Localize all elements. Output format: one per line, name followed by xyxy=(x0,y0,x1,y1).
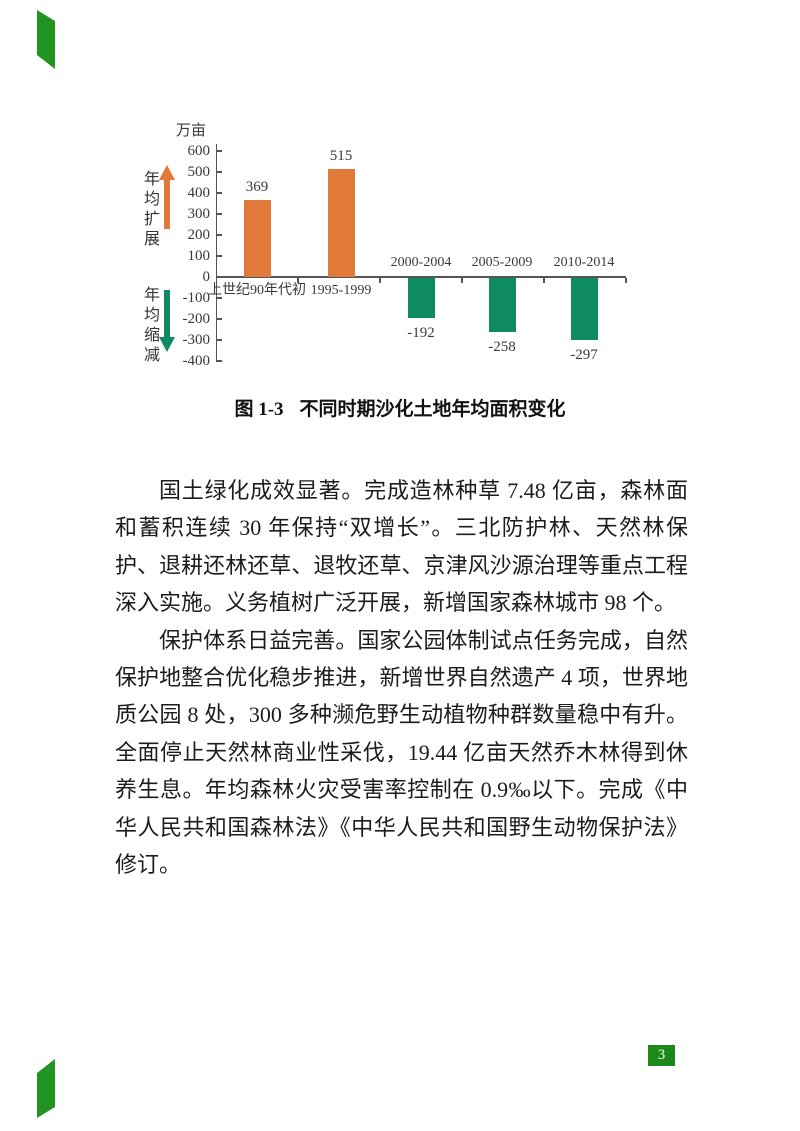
y-tick-label: -300 xyxy=(182,332,211,348)
y-tick-label: 200 xyxy=(187,227,211,243)
body-text-line: 保护地整合优化稳步推进，新增世界自然遗产 4 项，世界地 xyxy=(115,664,688,690)
bar-value-label: 515 xyxy=(329,147,353,164)
category-label: 1995-1999 xyxy=(310,283,372,298)
body-text-line: 修订。 xyxy=(115,851,182,877)
figure-caption-label: 图 1-3 xyxy=(234,399,284,420)
y-tick-label: -400 xyxy=(182,353,211,369)
body-text-line: 深入实施。义务植树广泛开展，新增国家森林城市 98 个。 xyxy=(115,590,677,616)
category-label: 上世纪90年代初 xyxy=(208,283,306,298)
y-tick xyxy=(217,255,222,257)
bar-chart: 万亩 年均扩展 年均缩减 600 500 400 300 200 100 0 -100 -200… xyxy=(0,0,800,440)
bar-positive xyxy=(243,199,271,277)
body-text-line: 国土绿化成效显著。完成造林种草 7.48 亿亩，森林面积 xyxy=(159,478,688,503)
body-text-line: 保护体系日益完善。国家公园体制试点任务完成，自然 xyxy=(159,627,688,653)
up-arrow-icon xyxy=(159,165,175,229)
y-axis-unit-label: 万亩 xyxy=(175,123,206,139)
bar-value-label: -258 xyxy=(488,339,516,356)
y-tick-label: 0 xyxy=(202,269,211,285)
bar-value-label: -192 xyxy=(407,325,435,342)
y-tick-label: 500 xyxy=(187,164,211,180)
bar-negative xyxy=(407,278,435,319)
category-label: 2010-2014 xyxy=(553,255,615,270)
annotation-shrink-label: 年均缩减 xyxy=(141,286,158,366)
y-tick-label: 600 xyxy=(187,143,211,159)
y-tick-label: 300 xyxy=(187,206,211,222)
body-text-line: 和蓄积连续 30 年保持“双增长”。三北防护林、天然林保 xyxy=(115,515,688,541)
y-tick xyxy=(217,318,222,320)
y-tick xyxy=(217,213,222,215)
figure-caption: 图 1-3 不同时期沙化土地年均面积变化 xyxy=(0,394,800,421)
body-text-line: 养生息。年均森林火灾受害率控制在 0.9‰以下。完成《中 xyxy=(115,777,688,803)
bar-negative xyxy=(488,278,516,333)
y-tick xyxy=(217,234,222,236)
body-text-line: 全面停止天然林商业性采伐，19.44 亿亩天然乔木林得到休 xyxy=(115,739,688,765)
figure-caption-title: 不同时期沙化土地年均面积变化 xyxy=(299,399,566,420)
page-number-badge: 3 xyxy=(648,1045,675,1066)
y-tick xyxy=(217,360,222,362)
x-boundary-tick xyxy=(543,277,545,283)
bar-negative xyxy=(570,278,598,341)
y-tick-label: 400 xyxy=(187,185,211,201)
y-tick xyxy=(217,171,222,173)
y-tick-label: 100 xyxy=(187,248,211,264)
x-boundary-tick xyxy=(379,277,381,283)
bar-positive xyxy=(327,168,355,277)
category-label: 2005-2009 xyxy=(471,255,533,270)
body-text-line: 华人民共和国森林法》《中华人民共和国野生动物保护法》 xyxy=(115,814,688,840)
bar-value-label: 369 xyxy=(245,178,269,195)
body-text: 国土绿化成效显著。完成造林种草 7.48 亿亩，森林面积和蓄积连续 30 年保持… xyxy=(115,472,688,883)
y-tick xyxy=(217,297,222,299)
y-tick xyxy=(217,192,222,194)
x-axis-line xyxy=(216,276,626,278)
corner-ornament-top-left xyxy=(37,10,55,69)
y-tick-label: -100 xyxy=(182,290,211,306)
bar-value-label: -297 xyxy=(570,347,598,364)
x-boundary-tick xyxy=(461,277,463,283)
y-axis-line xyxy=(216,144,218,362)
corner-ornament-bottom-left xyxy=(37,1059,55,1118)
annotation-expand-label: 年均扩展 xyxy=(141,170,158,250)
y-tick-label: -200 xyxy=(182,311,211,327)
body-text-line: 质公园 8 处，300 多种濒危野生动植物种群数量稳中有升。 xyxy=(115,702,688,728)
category-label: 2000-2004 xyxy=(390,255,452,270)
body-text-line: 护、退耕还林还草、退牧还草、京津风沙源治理等重点工程 xyxy=(115,552,688,578)
y-tick xyxy=(217,339,222,341)
x-boundary-tick xyxy=(625,277,627,283)
down-arrow-icon xyxy=(159,290,175,352)
y-tick xyxy=(217,150,222,152)
x-boundary-tick xyxy=(297,277,299,283)
